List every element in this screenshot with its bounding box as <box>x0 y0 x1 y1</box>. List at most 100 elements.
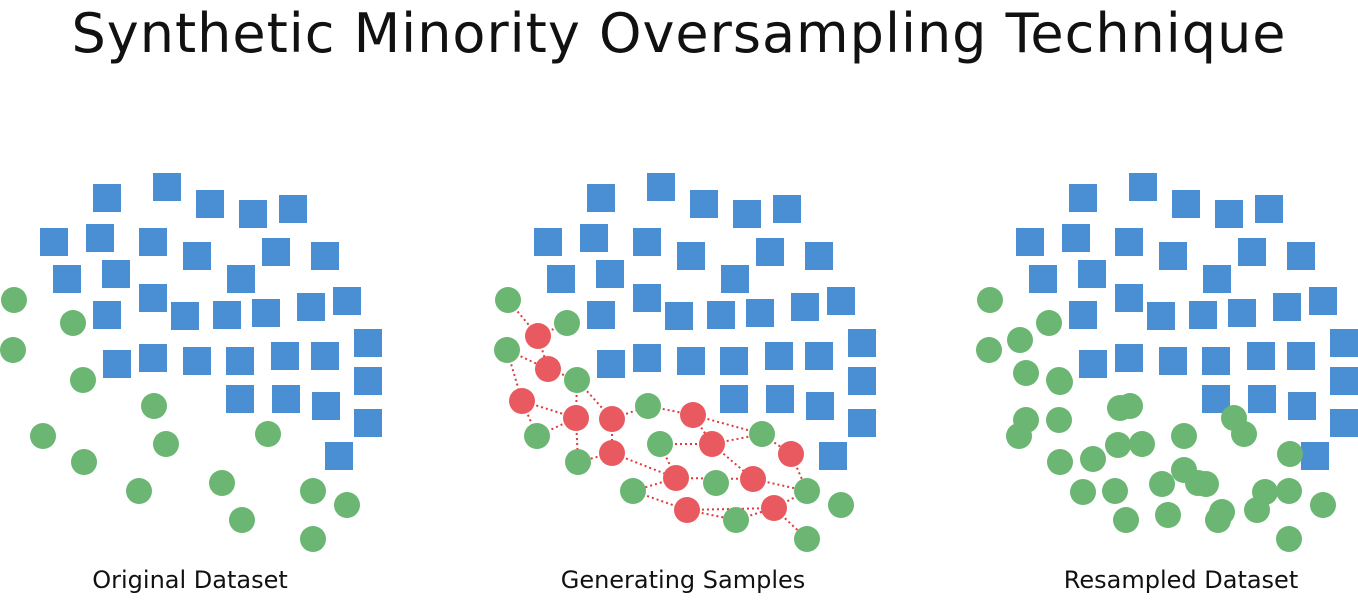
majority-square <box>227 265 255 293</box>
majority-square <box>1273 293 1301 321</box>
majority-square <box>766 385 794 413</box>
majority-square <box>297 293 325 321</box>
majority-square <box>1115 228 1143 256</box>
majority-square <box>633 344 661 372</box>
synthetic-circle <box>699 431 725 457</box>
interpolation-link <box>711 443 754 480</box>
majority-square <box>1029 265 1057 293</box>
majority-square <box>677 242 705 270</box>
page-title: Synthetic Minority Oversampling Techniqu… <box>71 2 1287 65</box>
minority-circle <box>300 526 326 552</box>
majority-square <box>647 173 675 201</box>
majority-square <box>587 184 615 212</box>
synthetic-circle <box>761 495 787 521</box>
majority-square <box>848 329 876 357</box>
minority-circle <box>1276 526 1302 552</box>
majority-square <box>1115 284 1143 312</box>
synthetic-circle <box>674 497 700 523</box>
majority-square <box>597 350 625 378</box>
majority-square <box>733 200 761 228</box>
minority-circle <box>209 470 235 496</box>
majority-square <box>805 342 833 370</box>
synthetic-circle <box>563 405 589 431</box>
minority-circle <box>554 310 580 336</box>
majority-square <box>1129 173 1157 201</box>
majority-square <box>1309 287 1337 315</box>
minority-circle <box>723 507 749 533</box>
majority-square <box>633 228 661 256</box>
majority-square <box>677 347 705 375</box>
minority-circle <box>977 287 1003 313</box>
minority-circle <box>620 478 646 504</box>
majority-square <box>279 195 307 223</box>
majority-square <box>720 347 748 375</box>
minority-circle <box>495 287 521 313</box>
interpolation-link <box>576 379 613 420</box>
majority-square <box>354 367 382 395</box>
majority-square <box>93 301 121 329</box>
synthetic-circle <box>680 402 706 428</box>
majority-square <box>1301 442 1329 470</box>
synthetic-circle <box>599 440 625 466</box>
majority-square <box>848 367 876 395</box>
minority-circle <box>1102 478 1128 504</box>
majority-square <box>720 385 748 413</box>
majority-square <box>580 224 608 252</box>
majority-square <box>707 301 735 329</box>
majority-square <box>1115 344 1143 372</box>
majority-square <box>633 284 661 312</box>
majority-square <box>690 190 718 218</box>
majority-square <box>40 228 68 256</box>
majority-square <box>1147 302 1175 330</box>
minority-circle <box>1 287 27 313</box>
minority-circle <box>300 478 326 504</box>
minority-circle <box>1276 478 1302 504</box>
minority-circle <box>1036 310 1062 336</box>
majority-square <box>153 173 181 201</box>
minority-circle <box>153 431 179 457</box>
minority-circle <box>794 478 820 504</box>
minority-circle <box>1013 407 1039 433</box>
synthetic-circle <box>525 323 551 349</box>
majority-square <box>1159 242 1187 270</box>
majority-square <box>756 238 784 266</box>
minority-circle <box>794 526 820 552</box>
majority-square <box>1248 385 1276 413</box>
minority-circle <box>494 337 520 363</box>
interpolation-link <box>506 349 523 402</box>
majority-square <box>239 200 267 228</box>
minority-circle <box>1105 432 1131 458</box>
synthetic-circle <box>535 356 561 382</box>
minority-circle <box>524 423 550 449</box>
majority-square <box>252 299 280 327</box>
minority-circle <box>30 423 56 449</box>
majority-square <box>1078 260 1106 288</box>
minority-circle <box>1171 423 1197 449</box>
synthetic-circle <box>778 441 804 467</box>
panel-label-generating: Generating Samples <box>560 566 806 594</box>
minority-circle <box>334 492 360 518</box>
minority-circle <box>60 310 86 336</box>
minority-circle <box>647 431 673 457</box>
majority-square <box>534 228 562 256</box>
majority-square <box>213 301 241 329</box>
majority-square <box>587 301 615 329</box>
minority-circle <box>0 337 26 363</box>
minority-circle <box>749 421 775 447</box>
majority-square <box>1202 347 1230 375</box>
majority-square <box>354 409 382 437</box>
majority-square <box>1330 367 1358 395</box>
majority-square <box>1287 342 1315 370</box>
majority-square <box>1215 200 1243 228</box>
synthetic-circle <box>599 406 625 432</box>
majority-square <box>53 265 81 293</box>
majority-square <box>262 238 290 266</box>
minority-circle <box>1129 431 1155 457</box>
minority-circle <box>828 492 854 518</box>
minority-circle <box>126 478 152 504</box>
minority-circle <box>1047 369 1073 395</box>
minority-circle <box>703 470 729 496</box>
minority-circle <box>1080 446 1106 472</box>
majority-square <box>1330 329 1358 357</box>
